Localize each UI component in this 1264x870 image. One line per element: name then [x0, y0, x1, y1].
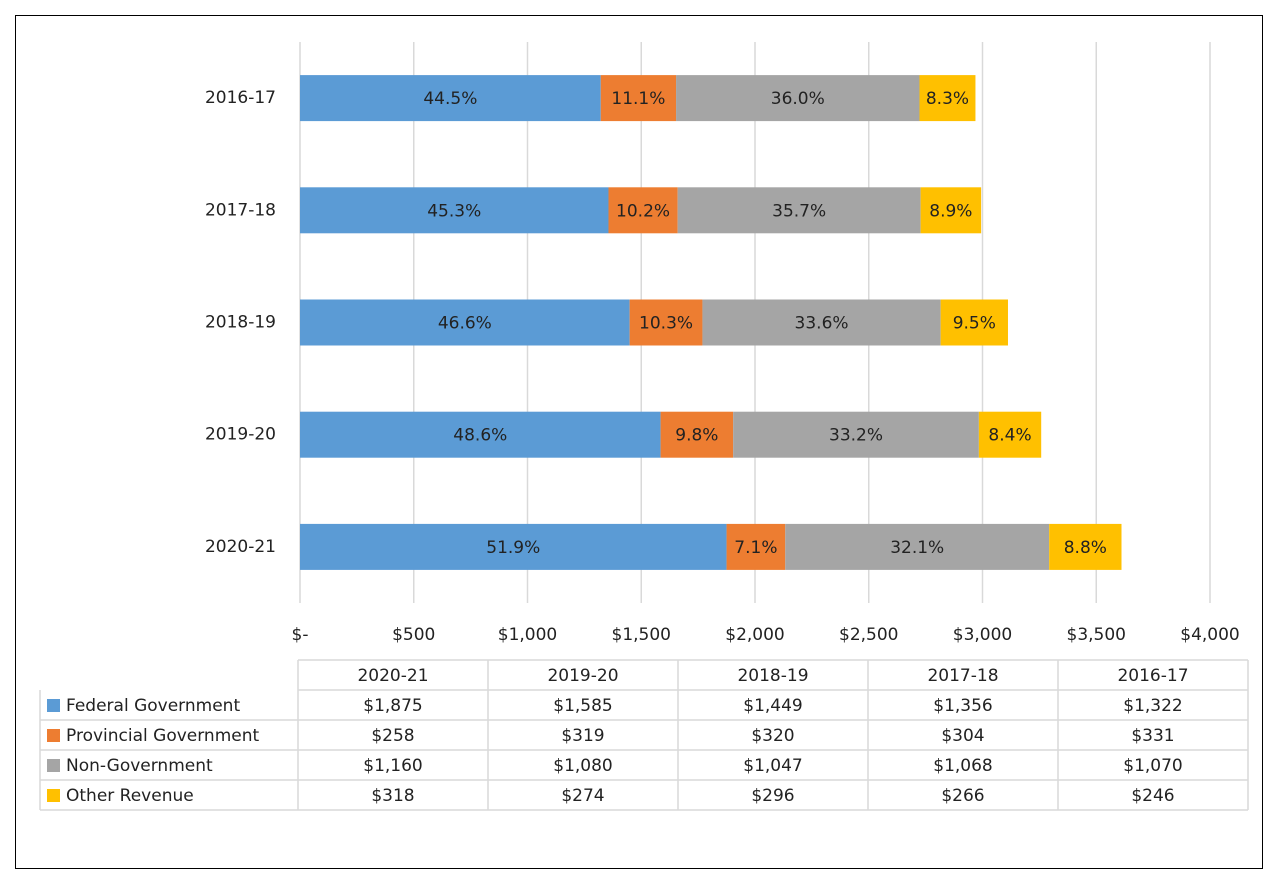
bar-label: 8.8% — [1064, 538, 1107, 558]
table-cell: $1,585 — [553, 696, 612, 716]
bar-label: 33.6% — [795, 314, 849, 334]
table-cell: $1,322 — [1123, 696, 1182, 716]
bar-segment — [300, 411, 661, 458]
bar-segment — [600, 75, 677, 122]
table-cell: $318 — [371, 786, 414, 806]
bar-segment — [300, 299, 630, 346]
bar-label: 51.9% — [486, 538, 540, 558]
bar-segment — [940, 299, 1008, 346]
legend-swatch — [47, 729, 60, 742]
table-cell: $1,047 — [743, 756, 802, 776]
bar-label: 44.5% — [423, 89, 477, 109]
table-cell: $319 — [561, 726, 604, 746]
legend-label: Federal Government — [66, 696, 240, 716]
bar-label: 10.2% — [616, 201, 670, 221]
bar-label: 11.1% — [611, 89, 665, 109]
x-tick-label: $- — [292, 625, 309, 645]
bar-segment — [733, 411, 979, 458]
bar-label: 8.4% — [988, 426, 1031, 446]
bar-label: 8.3% — [926, 89, 969, 109]
bar-label: 9.8% — [675, 426, 718, 446]
x-tick-label: $1,000 — [498, 625, 557, 645]
bar-label: 10.3% — [639, 314, 693, 334]
legend-label: Provincial Government — [66, 726, 259, 746]
table-cell: $1,356 — [933, 696, 992, 716]
bar-segment — [919, 75, 976, 122]
bar-segment — [300, 523, 727, 570]
legend-label: Non-Government — [66, 756, 213, 776]
table-cell: $1,070 — [1123, 756, 1182, 776]
bar-label: 33.2% — [829, 426, 883, 446]
y-tick-label: 2019-20 — [205, 425, 276, 445]
legend-swatch — [47, 759, 60, 772]
table-cell: $296 — [751, 786, 794, 806]
table-cell: $1,068 — [933, 756, 992, 776]
legend-label: Other Revenue — [66, 786, 194, 806]
x-tick-label: $3,500 — [1067, 625, 1126, 645]
table-cell: $1,449 — [743, 696, 802, 716]
table-header: 2020-21 — [357, 666, 428, 686]
table-cell: $304 — [941, 726, 984, 746]
bar-label: 8.9% — [929, 201, 972, 221]
table-cell: $274 — [561, 786, 604, 806]
table-header: 2018-19 — [737, 666, 808, 686]
bar-segment — [676, 75, 920, 122]
table-cell: $1,160 — [363, 756, 422, 776]
bar-segment — [726, 523, 786, 570]
bar-segment — [677, 187, 921, 234]
bar-label: 7.1% — [734, 538, 777, 558]
legend-swatch — [47, 789, 60, 802]
table-header: 2016-17 — [1117, 666, 1188, 686]
x-tick-label: $3,000 — [953, 625, 1012, 645]
table-cell: $1,875 — [363, 696, 422, 716]
table-cell: $258 — [371, 726, 414, 746]
bar-segment — [785, 523, 1050, 570]
bar-label: 36.0% — [771, 89, 825, 109]
table-header: 2019-20 — [547, 666, 618, 686]
table-cell: $266 — [941, 786, 984, 806]
bar-label: 32.1% — [890, 538, 944, 558]
y-tick-label: 2018-19 — [205, 313, 276, 333]
bar-segment — [920, 187, 982, 234]
bar-segment — [1049, 523, 1122, 570]
bar-label: 48.6% — [453, 426, 507, 446]
bar-label: 46.6% — [438, 314, 492, 334]
legend-swatch — [47, 699, 60, 712]
bar-segment — [978, 411, 1042, 458]
y-tick-label: 2017-18 — [205, 200, 276, 220]
bar-segment — [629, 299, 703, 346]
table-cell: $320 — [751, 726, 794, 746]
table-cell: $331 — [1131, 726, 1174, 746]
table-header: 2017-18 — [927, 666, 998, 686]
x-tick-label: $2,500 — [839, 625, 898, 645]
x-tick-label: $1,500 — [612, 625, 671, 645]
x-tick-label: $4,000 — [1180, 625, 1239, 645]
bar-label: 9.5% — [953, 314, 996, 334]
table-cell: $246 — [1131, 786, 1174, 806]
y-tick-label: 2020-21 — [205, 537, 276, 557]
bar-segment — [660, 411, 734, 458]
bar-segment — [300, 187, 609, 234]
x-tick-label: $2,000 — [725, 625, 784, 645]
bar-segment — [702, 299, 941, 346]
table-cell: $1,080 — [553, 756, 612, 776]
bar-segment — [300, 75, 601, 122]
x-tick-label: $500 — [392, 625, 435, 645]
bar-segment — [608, 187, 678, 234]
bar-label: 35.7% — [772, 201, 826, 221]
y-tick-label: 2016-17 — [205, 88, 276, 108]
bar-label: 45.3% — [427, 201, 481, 221]
